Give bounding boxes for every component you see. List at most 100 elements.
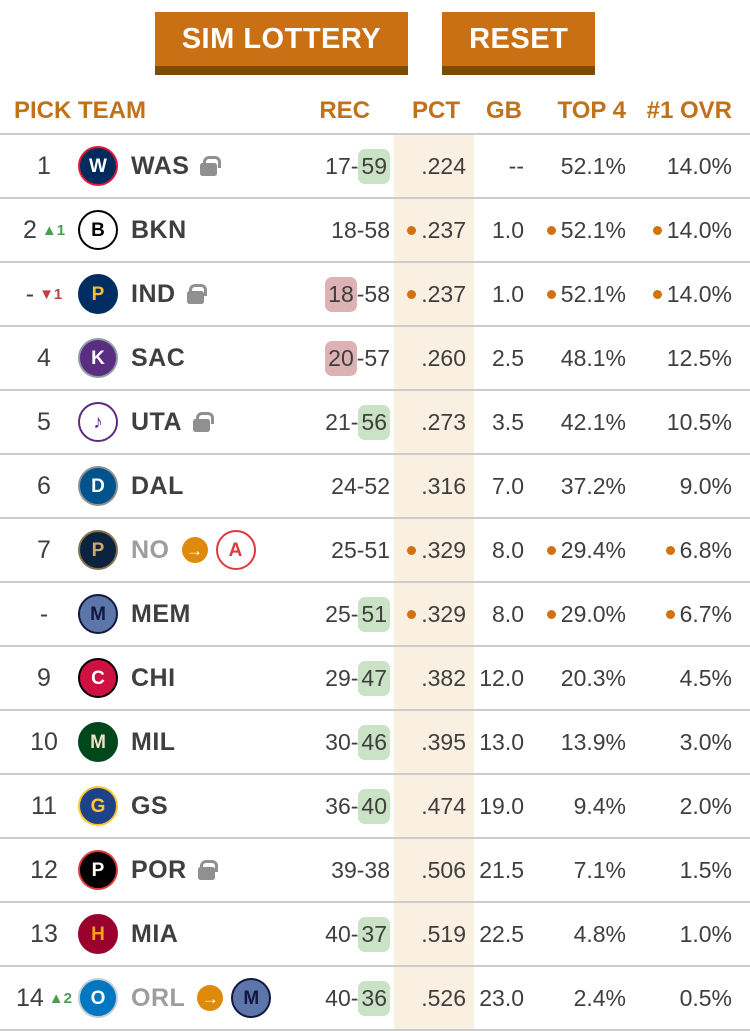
record-text: 40- <box>325 920 359 947</box>
team-abbr: DAL <box>131 471 184 500</box>
team-abbr: MIA <box>131 919 179 948</box>
pick-cell: 10 <box>14 711 78 773</box>
pick-cell: 2 ▲1 <box>14 199 78 261</box>
pick-number: 7 <box>37 535 51 564</box>
team-cell[interactable]: P POR <box>78 839 308 901</box>
team-cell[interactable]: B BKN <box>78 199 308 261</box>
table-row: 1 W WAS 17- 59 .224 -- 52.1% 14.0% <box>0 135 750 199</box>
pick-cell: 6 <box>14 455 78 517</box>
pct-cell-value: .237 <box>421 216 466 243</box>
pct-cell-value: .316 <box>421 472 466 499</box>
team-cell[interactable]: D DAL <box>78 455 308 517</box>
record-cell: 40- 36 <box>308 967 394 1029</box>
gb-cell: 8.0 <box>474 519 536 581</box>
pick-cell: - <box>14 583 78 645</box>
milwaukee-bucks-logo: M <box>78 722 118 762</box>
pct-cell: .237 <box>394 263 474 325</box>
team-cell[interactable]: K SAC <box>78 327 308 389</box>
gb-value: 12.0 <box>479 664 524 691</box>
lottery-table-body: 1 W WAS 17- 59.224 -- 52.1% 14.0% 2 ▲1 B BKN 18-58.2… <box>0 135 750 1031</box>
pick-cell: 13 <box>14 903 78 965</box>
lock-icon[interactable] <box>200 156 221 176</box>
tie-dot-icon <box>665 545 675 555</box>
table-row: 5 ♪ UTA 21- 56 .273 3.5 42.1% 10.5% <box>0 391 750 455</box>
team-cell[interactable]: M MIL <box>78 711 308 773</box>
ovr-cell: 1.5% <box>638 839 750 901</box>
record-highlight: 40 <box>358 788 390 824</box>
record-highlight: 20 <box>325 340 357 376</box>
ovr-cell-value: 12.5% <box>666 344 732 371</box>
gb-value: 21.5 <box>479 856 524 883</box>
ovr-cell: 2.0% <box>638 775 750 837</box>
team-cell[interactable]: ♪ UTA <box>78 391 308 453</box>
record-text: 39-38 <box>331 856 390 883</box>
top4-cell: 4.8% <box>536 903 638 965</box>
team-cell[interactable]: P NO → A <box>78 519 308 581</box>
team-cell[interactable]: G GS <box>78 775 308 837</box>
table-row: - ▼1 P IND 18 -58.237 1.0 52.1% 14.0% <box>0 263 750 327</box>
sim-lottery-button[interactable]: SIM LOTTERY <box>154 12 409 75</box>
top4-cell-value: 20.3% <box>560 664 626 691</box>
gb-value: 2.5 <box>492 344 524 371</box>
pct-cell-value: .329 <box>421 600 466 627</box>
pick-cell: 14 ▲2 <box>14 967 78 1029</box>
record-text: -58 <box>356 280 390 307</box>
trend-up-icon: ▲1 <box>41 221 66 239</box>
lock-icon[interactable] <box>197 860 219 880</box>
pct-cell-value: .395 <box>421 728 466 755</box>
column-header-pick: PICK <box>14 97 72 124</box>
table-row: 4 K SAC 20 -57 .260 2.5 48.1% 12.5% <box>0 327 750 391</box>
pick-number: 13 <box>30 919 58 948</box>
record-cell: 29- 47 <box>308 647 394 709</box>
pct-cell-value: .273 <box>421 408 466 435</box>
column-header-ovr: #1 OVR <box>646 97 732 124</box>
tie-dot-icon <box>546 545 556 555</box>
indiana-pacers-logo: P <box>78 274 118 314</box>
record-text: 25- <box>325 600 359 627</box>
lock-icon[interactable] <box>193 412 214 432</box>
ovr-cell: 10.5% <box>638 391 750 453</box>
tie-dot-icon <box>407 609 417 619</box>
table-row: - M MEM 25- 51 .329 8.0 29.0% 6.7% <box>0 583 750 647</box>
ovr-cell-value: 1.5% <box>679 856 732 883</box>
pick-number: 11 <box>31 791 57 820</box>
record-text: 30- <box>325 728 359 755</box>
team-cell[interactable]: W WAS <box>78 135 308 197</box>
record-text: 25-51 <box>331 536 390 563</box>
ovr-cell: 9.0% <box>638 455 750 517</box>
ovr-cell-value: 4.5% <box>679 664 732 691</box>
pct-cell-value: .519 <box>421 920 466 947</box>
record-text: 18-58 <box>331 216 390 243</box>
top4-cell: 2.4% <box>536 967 638 1029</box>
reset-button[interactable]: RESET <box>442 12 596 75</box>
team-cell[interactable]: C CHI <box>78 647 308 709</box>
column-header-gb: GB <box>486 97 522 124</box>
gb-value: 1.0 <box>492 216 524 243</box>
gb-value: 22.5 <box>479 920 524 947</box>
portland-trail-blazers-logo: P <box>78 850 118 890</box>
record-cell: 25-51 <box>308 519 394 581</box>
tie-dot-icon <box>407 225 417 235</box>
team-cell[interactable]: O ORL → M <box>78 967 308 1029</box>
traded-arrow-icon: → <box>181 537 208 563</box>
record-highlight: 36 <box>358 980 390 1016</box>
record-cell: 18-58 <box>308 199 394 261</box>
ovr-cell-value: 1.0% <box>679 920 732 947</box>
column-header-team: TEAM <box>78 97 146 124</box>
team-cell[interactable]: P IND <box>78 263 308 325</box>
ovr-cell-value: 6.8% <box>679 536 732 563</box>
ovr-cell: 0.5% <box>638 967 750 1029</box>
ovr-cell: 4.5% <box>638 647 750 709</box>
top4-cell-value: 4.8% <box>573 920 626 947</box>
pick-cell: 12 <box>14 839 78 901</box>
team-cell[interactable]: H MIA <box>78 903 308 965</box>
lock-icon[interactable] <box>186 284 208 304</box>
pct-cell: .316 <box>394 455 474 517</box>
team-abbr: POR <box>131 855 187 884</box>
trend-up-icon: ▲2 <box>48 989 72 1007</box>
top4-cell: 9.4% <box>536 775 638 837</box>
pct-cell: .237 <box>394 199 474 261</box>
team-cell[interactable]: M MEM <box>78 583 308 645</box>
gb-value: 1.0 <box>492 280 524 307</box>
ovr-cell-value: 10.5% <box>666 408 732 435</box>
